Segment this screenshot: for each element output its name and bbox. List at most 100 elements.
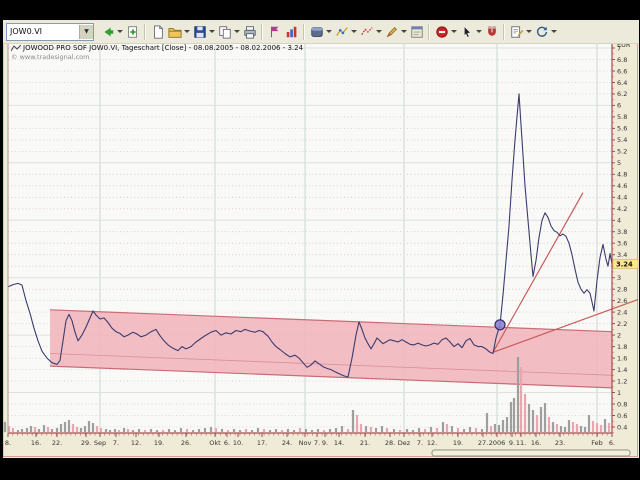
chevron-down-icon[interactable] — [451, 30, 457, 33]
x-tick-label: 22. — [52, 439, 62, 447]
indicator-icon — [361, 26, 373, 35]
volume-bar — [274, 429, 278, 432]
chevron-down-icon[interactable] — [526, 30, 532, 33]
volume-bar — [161, 430, 165, 432]
volume-bar — [512, 398, 516, 432]
volume-bar — [113, 429, 117, 432]
open-folder-button[interactable] — [167, 23, 191, 41]
refresh-button[interactable] — [534, 23, 558, 41]
drawing-tool-icon — [386, 26, 397, 37]
x-tick-label: 2006 — [489, 439, 506, 447]
volume-bar — [95, 426, 99, 432]
x-tick-label: 21. — [360, 439, 370, 447]
x-tick-label: Okt — [209, 439, 221, 447]
volume-bar — [539, 407, 543, 432]
volume-bar — [256, 428, 260, 432]
chart-title: JOWOOD PRO SOF JOW0.VI, Tageschart [Clos… — [23, 44, 304, 52]
volume-bar — [298, 428, 302, 432]
chevron-down-icon[interactable] — [117, 30, 123, 33]
chevron-down-icon[interactable] — [234, 30, 240, 33]
back-arrow-button[interactable] — [100, 23, 124, 41]
trend-line[interactable] — [492, 192, 584, 353]
volume-bar — [547, 417, 551, 432]
chevron-down-icon[interactable] — [401, 30, 407, 33]
chevron-down-icon[interactable] — [476, 30, 482, 33]
flag-purple-button[interactable] — [267, 23, 283, 41]
magnet-button[interactable] — [484, 23, 500, 41]
chevron-down-icon[interactable] — [376, 30, 382, 33]
new-document-button[interactable] — [150, 23, 166, 41]
chevron-down-icon[interactable]: ▼ — [79, 24, 93, 39]
volume-bar — [214, 428, 218, 432]
volume-bar — [462, 429, 466, 432]
volume-bar — [238, 430, 242, 432]
x-tick-label: Nov — [299, 439, 312, 447]
volume-bar — [456, 428, 460, 432]
chart-type-button[interactable] — [334, 23, 358, 41]
toolbar-icons — [99, 23, 558, 41]
y-tick-label: 4.8 — [617, 171, 627, 179]
volume-bar — [485, 413, 489, 432]
volume-bar — [445, 424, 449, 432]
x-tick-label: 12. — [131, 439, 141, 447]
x-tick-label: 7. — [314, 439, 320, 447]
y-tick-label: 4 — [617, 217, 621, 225]
last-price-label: 3.24 — [616, 261, 633, 269]
trend-channel[interactable] — [50, 309, 612, 388]
volume-bar — [355, 415, 359, 432]
scroll-thumb[interactable] — [431, 449, 631, 457]
y-tick-label: 4.6 — [617, 182, 627, 190]
y-tick-label: 6.4 — [617, 79, 627, 87]
edit-note-button[interactable] — [509, 23, 533, 41]
x-tick-label: 14. — [334, 439, 344, 447]
chevron-down-icon[interactable] — [351, 30, 357, 33]
selection-marker[interactable] — [494, 319, 506, 331]
add-symbol-button[interactable] — [125, 23, 141, 41]
new-document-icon — [154, 24, 163, 39]
chart-title-row: JOWOOD PRO SOF JOW0.VI, Tageschart [Clos… — [11, 44, 303, 52]
chevron-down-icon[interactable] — [551, 30, 557, 33]
volume-bar — [244, 429, 248, 432]
symbol-combobox[interactable]: JOW0.VI ▼ — [6, 22, 94, 41]
volume-bar — [380, 426, 384, 432]
volume-bar — [480, 429, 484, 432]
y-tick-label: 0.6 — [617, 412, 627, 420]
chevron-down-icon[interactable] — [184, 30, 190, 33]
volume-bar — [262, 429, 266, 432]
flag-chart-button[interactable] — [284, 23, 300, 41]
volume-bar — [392, 429, 396, 432]
volume-bar — [79, 428, 83, 432]
properties-button[interactable] — [409, 23, 425, 41]
timeframe-button[interactable] — [309, 23, 333, 41]
volume-bar — [607, 423, 611, 432]
volume-bar — [322, 430, 326, 432]
volume-bar — [209, 427, 213, 432]
channel-top-line — [49, 309, 613, 333]
volume-bar — [203, 428, 207, 432]
volume-bar — [429, 427, 433, 432]
copy-button[interactable] — [217, 23, 241, 41]
print-button[interactable] — [242, 23, 258, 41]
back-arrow-icon — [104, 27, 114, 36]
drawing-tool-button[interactable] — [384, 23, 408, 41]
volume-bar — [435, 428, 439, 432]
volume-bar — [173, 430, 177, 432]
chevron-down-icon[interactable] — [209, 30, 215, 33]
chevron-down-icon[interactable] — [326, 30, 332, 33]
volume-bar — [579, 426, 583, 432]
save-button[interactable] — [192, 23, 216, 41]
trend-line[interactable] — [492, 298, 639, 353]
volume-bar — [126, 429, 130, 432]
volume-bar — [509, 402, 513, 432]
volume-bar — [316, 429, 320, 432]
volume-bar — [131, 430, 135, 432]
indicator-button[interactable] — [359, 23, 383, 41]
y-tick-label: 6.6 — [617, 67, 627, 75]
volume-bar — [59, 424, 63, 432]
stop-button[interactable] — [434, 23, 458, 41]
volume-bar — [63, 422, 67, 432]
volume-bar — [411, 430, 415, 432]
symbol-combobox-value[interactable]: JOW0.VI — [10, 26, 43, 36]
y-tick-label: 5.4 — [617, 136, 627, 144]
pointer-button[interactable] — [459, 23, 483, 41]
